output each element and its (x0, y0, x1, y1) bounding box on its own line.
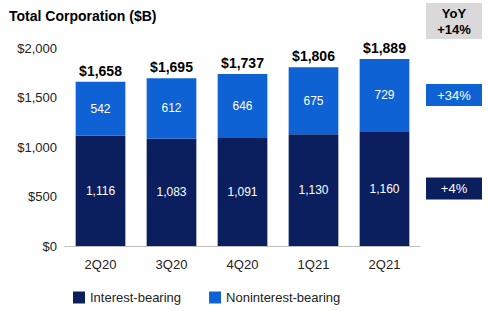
svg-text:729: 729 (374, 88, 394, 102)
svg-text:$1,695: $1,695 (150, 59, 193, 75)
svg-text:$1,889: $1,889 (363, 40, 406, 56)
svg-text:1,083: 1,083 (156, 185, 186, 199)
svg-text:$1,806: $1,806 (292, 48, 335, 64)
svg-text:4Q20: 4Q20 (227, 257, 259, 272)
svg-text:1,116: 1,116 (86, 184, 115, 198)
svg-text:$2,000: $2,000 (17, 41, 57, 56)
svg-text:$1,737: $1,737 (221, 55, 264, 71)
svg-text:2Q20: 2Q20 (85, 257, 117, 272)
svg-text:$500: $500 (28, 189, 57, 204)
svg-text:646: 646 (232, 99, 252, 113)
svg-text:1Q21: 1Q21 (298, 257, 330, 272)
svg-text:542: 542 (90, 102, 110, 116)
svg-text:$0: $0 (43, 239, 57, 254)
svg-text:Interest-bearing: Interest-bearing (90, 290, 181, 305)
svg-text:1,130: 1,130 (298, 183, 328, 197)
svg-text:3Q20: 3Q20 (156, 257, 188, 272)
svg-text:YoY: YoY (442, 6, 467, 21)
svg-text:612: 612 (161, 101, 181, 115)
svg-text:$1,000: $1,000 (17, 140, 57, 155)
svg-text:$1,500: $1,500 (17, 90, 57, 105)
svg-text:1,160: 1,160 (369, 182, 399, 196)
svg-text:+14%: +14% (437, 22, 471, 37)
svg-text:$1,658: $1,658 (79, 63, 122, 79)
svg-text:Noninterest-bearing: Noninterest-bearing (226, 290, 340, 305)
svg-text:2Q21: 2Q21 (369, 257, 401, 272)
svg-text:+34%: +34% (437, 88, 471, 103)
svg-text:1,091: 1,091 (227, 185, 257, 199)
svg-text:Total Corporation ($B): Total Corporation ($B) (9, 8, 157, 24)
svg-text:675: 675 (303, 94, 323, 108)
svg-text:+4%: +4% (441, 181, 468, 196)
